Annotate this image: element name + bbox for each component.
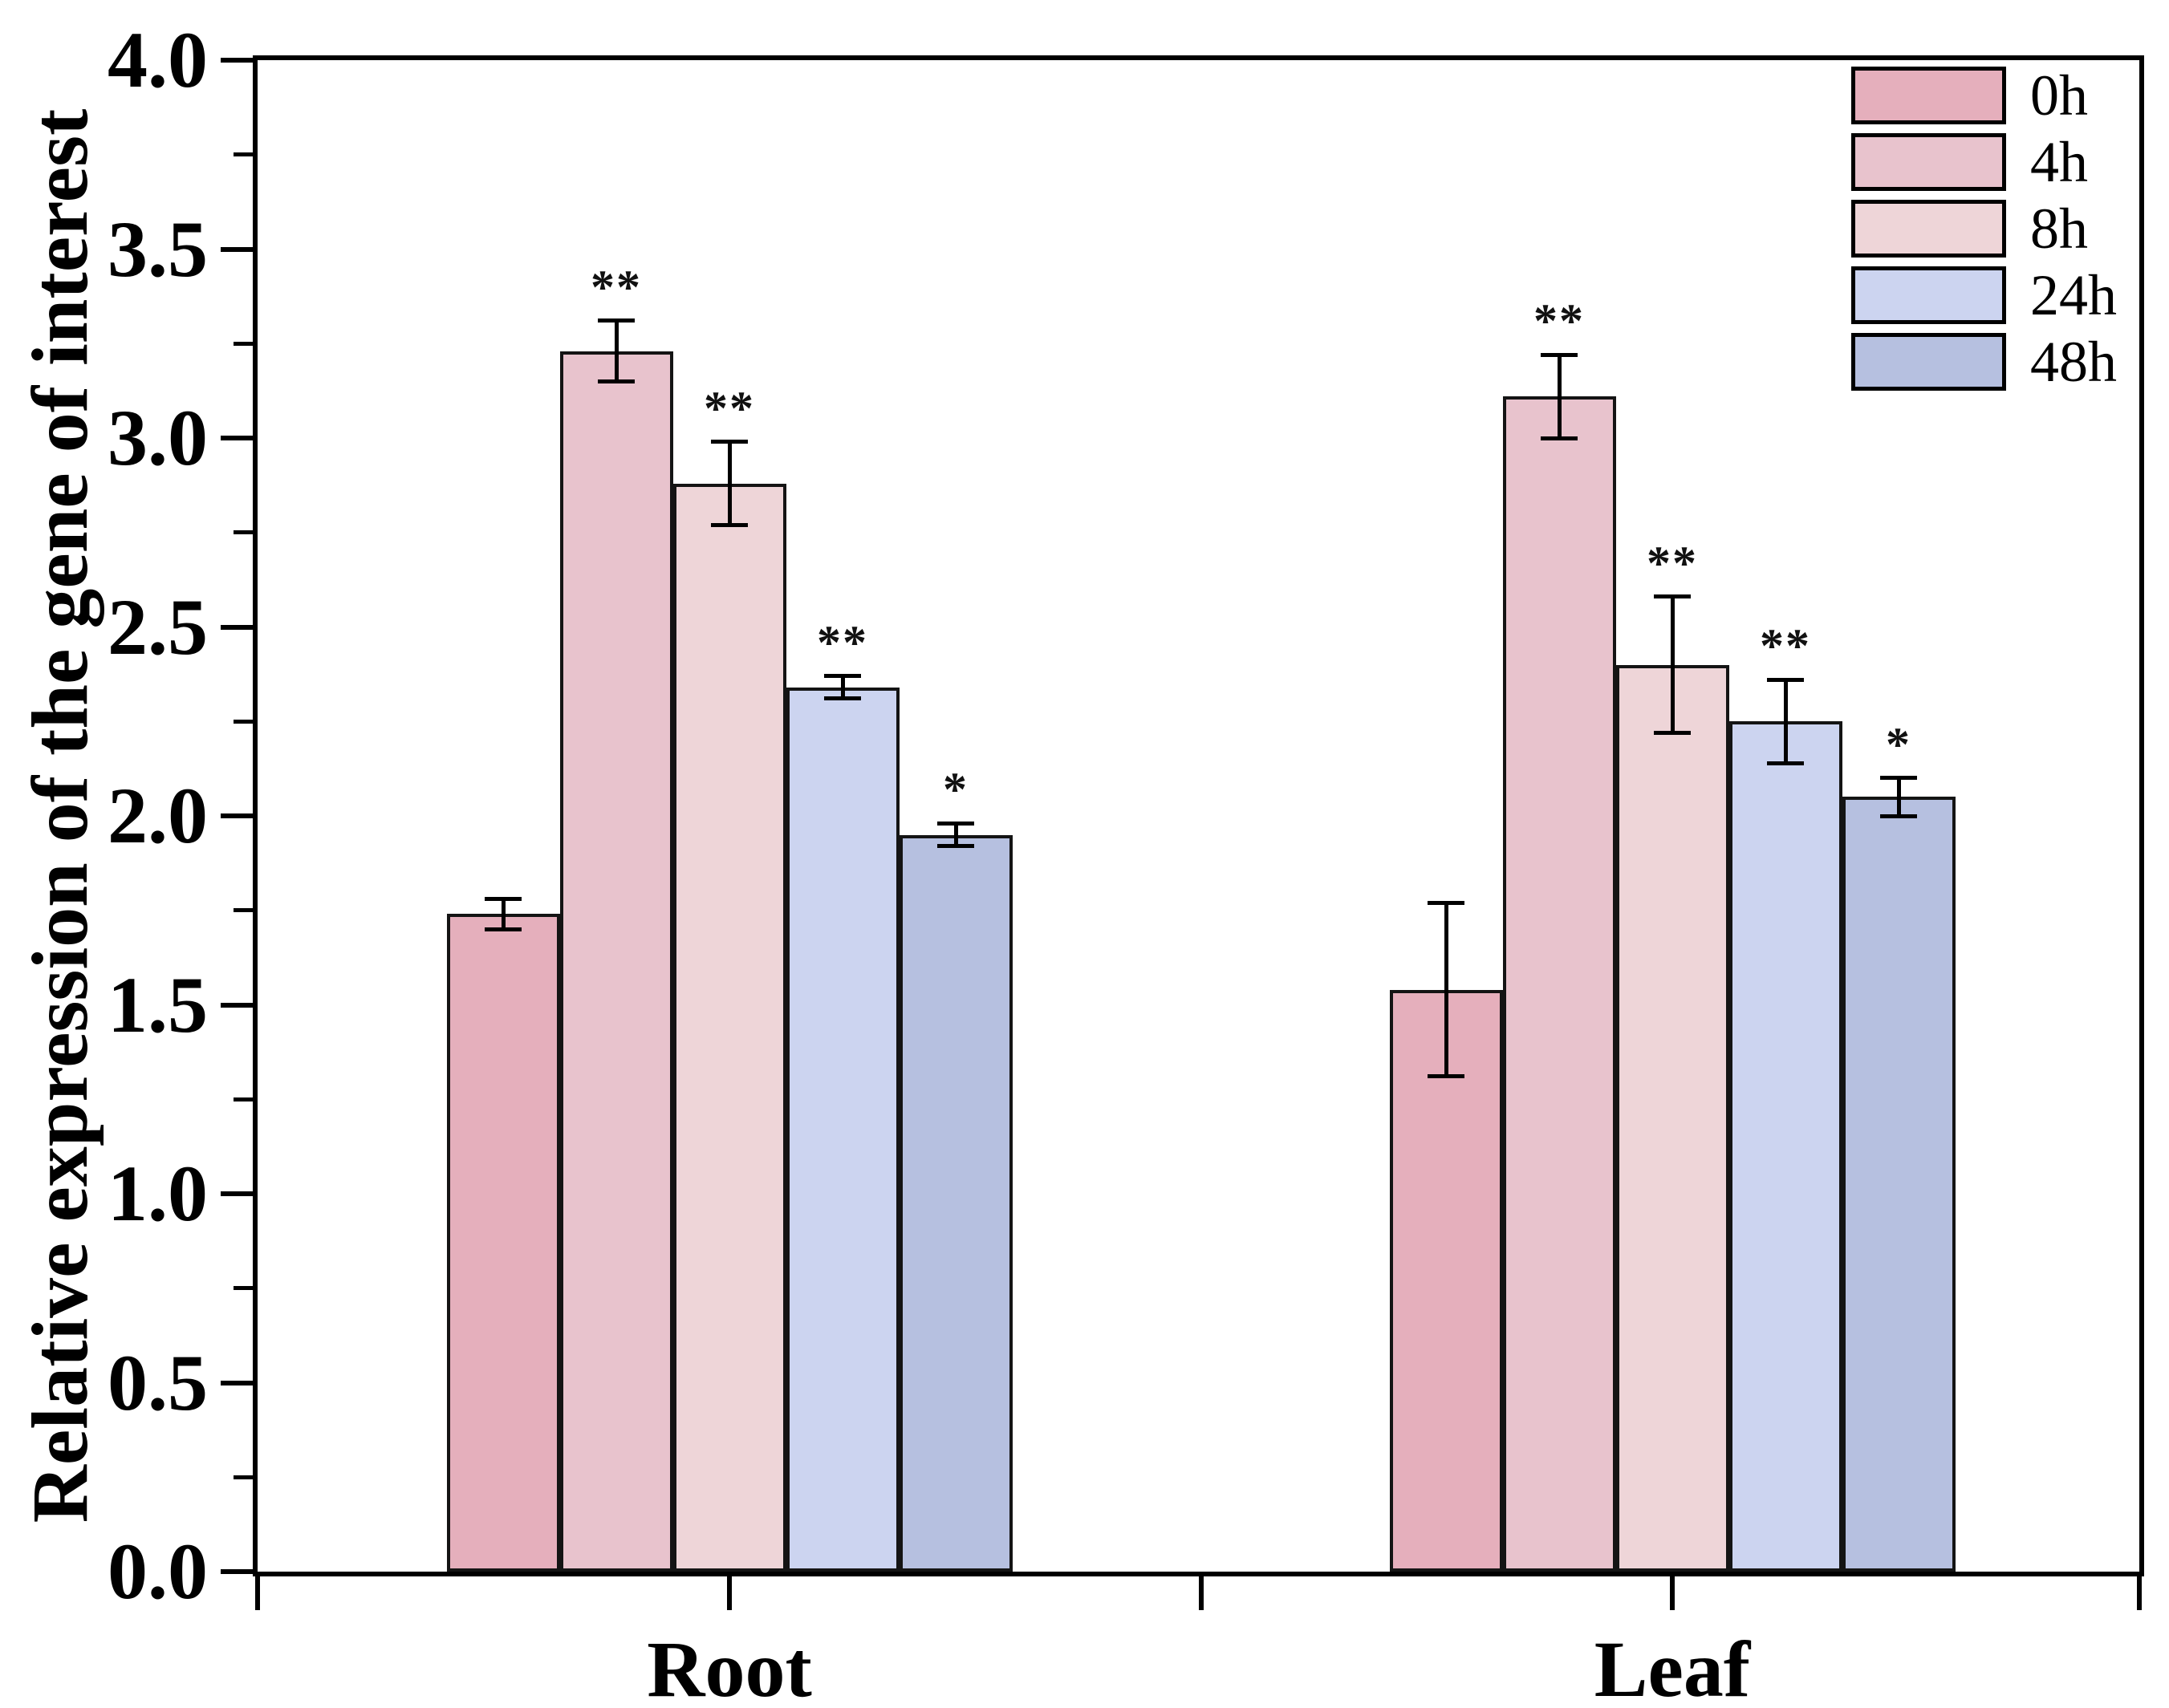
bar	[1502, 396, 1616, 1572]
x-tick	[2137, 1576, 2142, 1610]
bar	[672, 483, 786, 1572]
y-minor-tick	[234, 1286, 253, 1291]
error-bar-cap	[598, 318, 635, 323]
bar	[1842, 797, 1956, 1572]
y-minor-tick	[234, 341, 253, 346]
y-major-tick	[221, 1380, 253, 1385]
legend-swatch	[1851, 133, 2006, 191]
significance-label: **	[704, 381, 755, 435]
error-bar-cap	[1541, 352, 1578, 357]
y-major-tick	[221, 1191, 253, 1196]
legend-row: 4h	[1851, 133, 2117, 191]
bar	[559, 351, 673, 1572]
significance-label: *	[943, 763, 969, 817]
error-bar-cap	[937, 844, 974, 849]
significance-label: *	[1886, 717, 1911, 771]
error-bar	[1557, 355, 1562, 438]
error-bar-cap	[937, 821, 974, 826]
y-minor-tick	[234, 1097, 253, 1101]
x-tick	[1198, 1576, 1204, 1610]
y-tick-label: 2.5	[108, 582, 208, 671]
error-bar-cap	[485, 927, 522, 931]
bar	[1615, 664, 1729, 1572]
error-bar	[840, 675, 845, 699]
legend: 0h 4h 8h 24h 48h	[1851, 67, 2117, 400]
y-minor-tick	[234, 1475, 253, 1479]
significance-label: **	[817, 615, 868, 669]
bar	[786, 687, 900, 1572]
error-bar-cap	[1767, 761, 1804, 765]
category-label: Root	[647, 1625, 812, 1708]
error-bar-cap	[824, 696, 861, 701]
bar	[446, 914, 560, 1572]
legend-row: 48h	[1851, 333, 2117, 391]
significance-label: **	[1533, 294, 1585, 348]
error-bar-cap	[824, 674, 861, 679]
y-minor-tick	[234, 719, 253, 724]
error-bar	[1444, 903, 1448, 1077]
y-tick-label: 0.5	[108, 1337, 208, 1427]
error-bar-cap	[1880, 813, 1917, 818]
legend-swatch	[1851, 266, 2006, 324]
y-tick-label: 1.5	[108, 959, 208, 1049]
error-bar-cap	[598, 379, 635, 383]
legend-swatch	[1851, 200, 2006, 258]
error-bar	[501, 899, 506, 930]
error-bar	[1670, 596, 1675, 733]
y-major-tick	[221, 1569, 253, 1574]
legend-swatch	[1851, 67, 2006, 124]
error-bar-cap	[711, 440, 748, 444]
legend-label: 0h	[2030, 63, 2088, 128]
y-tick-label: 3.0	[108, 393, 208, 482]
error-bar	[1783, 680, 1788, 764]
y-major-tick	[221, 58, 253, 63]
error-bar	[727, 441, 732, 525]
plot-area: 0h 4h 8h 24h 48h 0.0 0.5 1.0 1.5 2.0 2.5 3.0 3.5 4.0…	[108, 20, 2144, 1708]
error-bar	[1896, 777, 1901, 816]
y-tick-label: 2.0	[108, 771, 208, 860]
y-major-tick	[221, 813, 253, 818]
x-tick	[255, 1576, 260, 1610]
significance-label: **	[591, 260, 642, 314]
error-bar-cap	[1880, 776, 1917, 781]
x-tick	[1670, 1576, 1675, 1610]
y-major-tick	[221, 624, 253, 630]
y-tick-label: 1.0	[108, 1149, 208, 1238]
error-bar-cap	[1654, 594, 1691, 599]
legend-label: 8h	[2030, 197, 2088, 261]
error-bar	[953, 823, 958, 846]
y-major-tick	[221, 1002, 253, 1008]
y-minor-tick	[234, 152, 253, 157]
legend-row: 0h	[1851, 67, 2117, 124]
legend-row: 24h	[1851, 266, 2117, 324]
error-bar-cap	[1654, 730, 1691, 735]
error-bar-cap	[485, 897, 522, 902]
bar	[899, 834, 1013, 1572]
error-bar-cap	[1428, 1074, 1464, 1079]
x-tick	[727, 1576, 732, 1610]
error-bar	[614, 320, 619, 382]
legend-label: 4h	[2030, 130, 2088, 194]
significance-label: **	[1760, 619, 1811, 673]
significance-label: **	[1647, 536, 1698, 590]
y-minor-tick	[234, 908, 253, 913]
y-tick-label: 3.5	[108, 204, 208, 294]
legend-label: 48h	[2030, 330, 2117, 394]
error-bar-cap	[1541, 436, 1578, 440]
legend-row: 8h	[1851, 200, 2117, 258]
error-bar-cap	[1428, 900, 1464, 905]
y-major-tick	[221, 246, 253, 252]
y-major-tick	[221, 436, 253, 440]
y-tick-label: 4.0	[108, 15, 208, 104]
bar	[1389, 989, 1503, 1572]
legend-label: 24h	[2030, 263, 2117, 327]
bar	[1728, 721, 1842, 1572]
category-label: Leaf	[1594, 1625, 1751, 1708]
y-minor-tick	[234, 530, 253, 535]
error-bar-cap	[1767, 677, 1804, 682]
error-bar-cap	[711, 522, 748, 527]
y-tick-label: 0.0	[108, 1527, 208, 1616]
legend-swatch	[1851, 333, 2006, 391]
